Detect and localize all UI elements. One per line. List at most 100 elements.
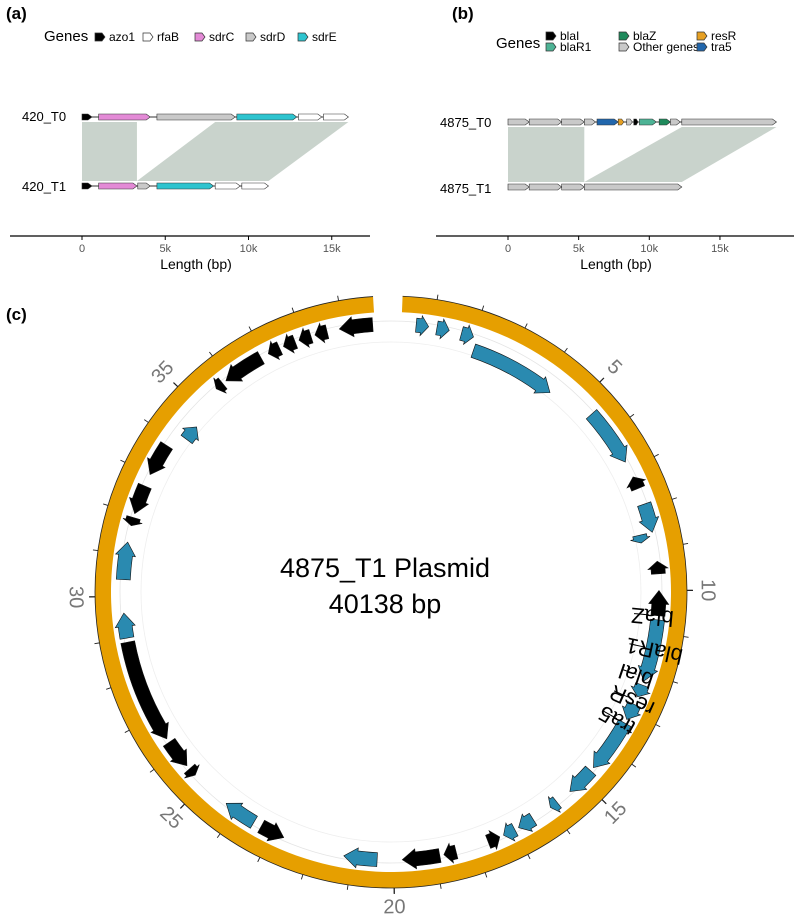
axis-tick-label: 10k [240, 243, 258, 255]
plasmid-gene-arrow [569, 765, 597, 792]
gene-arrow [528, 118, 563, 126]
plasmid-gene-arrow [129, 482, 152, 515]
panel-a-axis-ticks: 0 5k 10k 15k [79, 236, 341, 255]
plasmid-gene-arrow [225, 351, 265, 382]
plasmid-gene-arrow [122, 515, 143, 527]
ring-minor-tick [566, 829, 571, 835]
ring-minor-tick [94, 642, 100, 645]
ring-tick-label: 5 [603, 356, 626, 379]
gene-arrow [639, 118, 657, 126]
plasmid-gene-arrow [630, 682, 651, 698]
plasmid-gene-arrow [485, 829, 501, 851]
axis-tick-label: 10k [640, 243, 658, 255]
ring-minor-tick [149, 768, 155, 773]
plasmid-gene-arrow [585, 409, 628, 463]
plasmid-gene-arrow [338, 316, 374, 338]
ring-minor-tick [216, 833, 221, 839]
gene-arrow [241, 182, 269, 190]
legend-swatch-icon [618, 31, 630, 41]
ring-major-tick [179, 803, 185, 809]
gene-arrow [236, 113, 298, 121]
plasmid-gene-arrow [114, 612, 136, 640]
legend-swatch-icon [94, 32, 106, 42]
plasmid-gene-arrow [225, 802, 258, 829]
gene-arrow [98, 113, 151, 121]
gene-callout-label: blaZ [630, 603, 675, 632]
plasmid-gene-arrow [470, 343, 551, 394]
inner-guide-circle [140, 341, 642, 843]
ring-minor-tick [436, 294, 439, 300]
ring-minor-tick [654, 453, 659, 458]
plasmid-gene-arrow [637, 501, 660, 533]
gene-arrow [528, 183, 563, 191]
gene-arrow [507, 183, 530, 191]
panel-a-tracks [81, 113, 349, 190]
plasmid-gene-arrow [257, 819, 285, 842]
callout-leader [622, 669, 637, 675]
plasmid-size: 40138 bp [329, 589, 442, 619]
ring-minor-tick [671, 497, 678, 500]
plasmid-gene-arrow [621, 701, 642, 720]
legend-swatch-icon [245, 32, 257, 42]
ring-major-tick [599, 377, 605, 383]
gene-arrow [81, 182, 93, 190]
panel-a-label: (a) [6, 4, 27, 23]
gene-arrow [561, 183, 585, 191]
plasmid-gene-arrow [147, 441, 173, 476]
panel-b-synteny [508, 127, 777, 182]
panel-b-legend-title: Genes [496, 35, 540, 52]
axis-tick-label: 15k [711, 243, 729, 255]
legend-swatch-icon [545, 42, 557, 52]
plasmid-gene-arrow [267, 340, 283, 361]
panel-b-label: (b) [452, 4, 474, 23]
gene-arrow [681, 118, 777, 126]
ring-tick-label: 10 [697, 579, 719, 601]
callout-leader [629, 643, 645, 648]
ring-minor-tick [106, 687, 112, 690]
ring-minor-tick [655, 724, 661, 728]
ring-minor-tick [92, 549, 98, 552]
plasmid-gene-arrow [459, 324, 474, 346]
panel-a-legend-title: Genes [44, 28, 88, 45]
ring-minor-tick [209, 351, 213, 357]
callout-leader [603, 710, 618, 720]
ring-minor-tick [337, 295, 339, 301]
panel-c-label: (c) [6, 305, 27, 324]
ring-minor-tick [683, 636, 689, 638]
plasmid-gene-arrow [298, 327, 314, 349]
ring-minor-tick [481, 305, 485, 311]
plasmid-gene-arrow [593, 719, 632, 769]
legend-item-label: rfaB [157, 30, 179, 44]
plasmid-gene-arrow [283, 333, 298, 354]
panel-b-axis-title: Length (bp) [580, 256, 652, 272]
plasmid-gene-arrow [435, 318, 450, 340]
legend-swatch-icon [297, 32, 309, 42]
plasmid-gene-arrow [647, 560, 669, 575]
legend-item-label: blaZ [633, 29, 656, 43]
gene-arrow [633, 118, 639, 126]
plasmid-gene-arrow [314, 322, 330, 344]
ring-minor-tick [629, 413, 635, 418]
ring-minor-tick [683, 543, 689, 545]
synteny-block [508, 127, 585, 182]
panel-a-synteny [82, 122, 349, 181]
ring-tick-label: 30 [65, 586, 87, 609]
legend-item-label: sdrC [209, 30, 235, 44]
callout-leader [634, 613, 650, 616]
ring-minor-tick [527, 854, 531, 860]
ring-minor-tick [439, 883, 442, 889]
gene-arrow [214, 182, 241, 190]
plasmid-gene-arrow [548, 796, 562, 813]
plasmid-gene-arrow [637, 618, 665, 682]
axis-tick-label: 0 [79, 243, 85, 255]
legend-item-label: resR [711, 29, 737, 43]
plasmid-gene-arrow [443, 842, 459, 864]
legend-item-label: tra5 [711, 40, 732, 54]
legend-item-label: sdrE [312, 30, 337, 44]
plasmid-gene-arrow [343, 847, 378, 869]
synteny-block [82, 122, 137, 181]
gene-arrow [81, 113, 93, 121]
plasmid-gene-arrow [648, 590, 670, 617]
ring-major-tick [173, 382, 179, 388]
